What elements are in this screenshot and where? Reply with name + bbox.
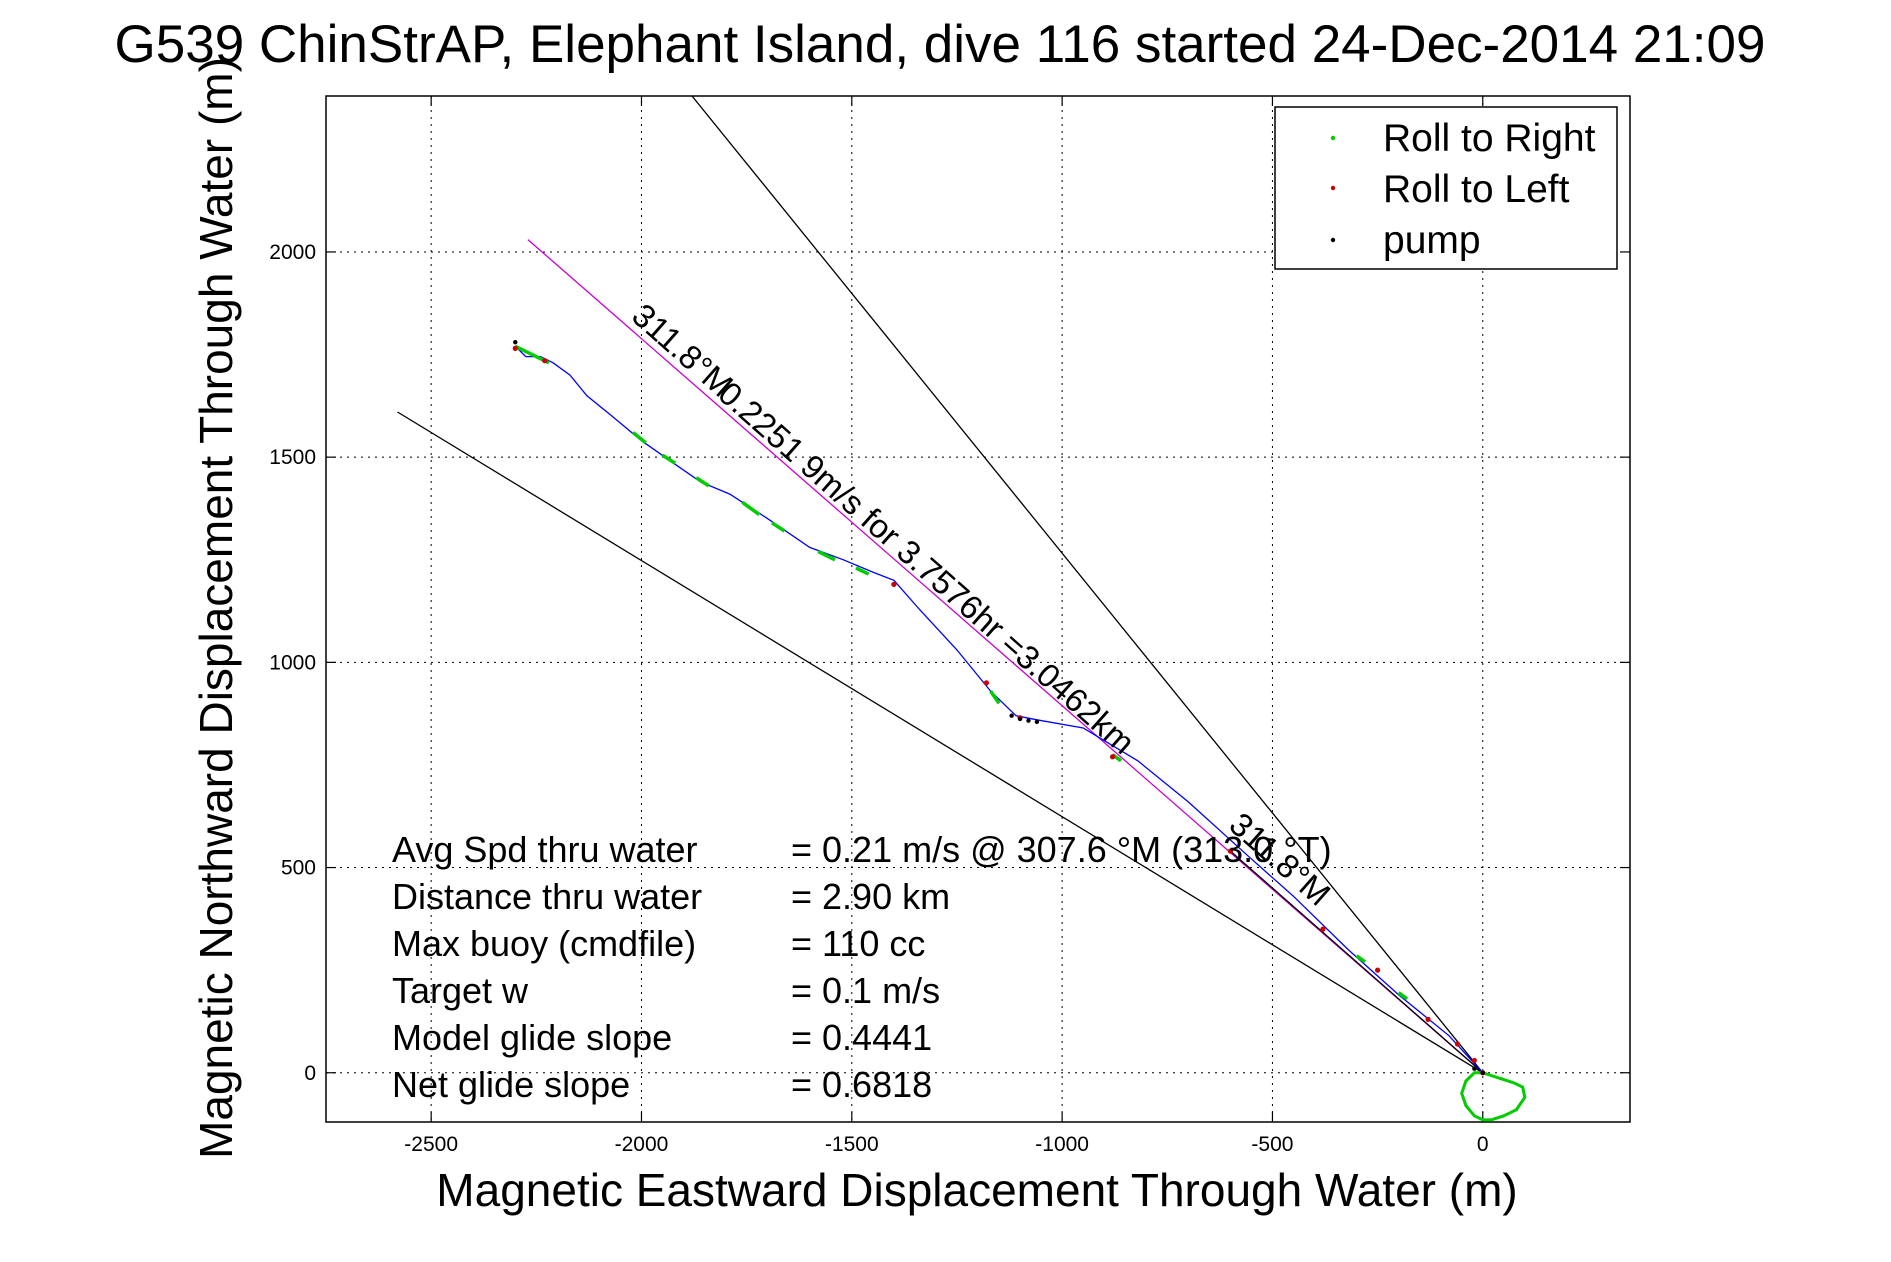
roll-left-point [542, 358, 548, 364]
surface-drift-loop [1460, 1071, 1527, 1122]
pump-point [1034, 719, 1040, 725]
x-tick-label: -2500 [404, 1133, 458, 1156]
x-tick-label: -1000 [1035, 1133, 1089, 1156]
y-tick-label: 1500 [269, 446, 316, 469]
roll-left-point [1425, 1016, 1431, 1023]
roll-right-segment [855, 566, 870, 576]
stat-label: Target w [392, 970, 529, 1011]
grid [326, 96, 1630, 1122]
pump-point [1480, 1070, 1485, 1075]
dive-stats: Avg Spd thru water = 0.21 m/s @ 307.6 °M … [392, 829, 1332, 1105]
track-line [514, 345, 1484, 1074]
y-tick-label: 1000 [269, 651, 316, 674]
stat-label: Avg Spd thru water [392, 829, 698, 870]
stat-value: = 110 cc [791, 923, 925, 964]
line-current_heading [527, 239, 1484, 1074]
legend-label-pump: pump [1383, 219, 1481, 262]
axis-ticks: -2500 -2000 -1500 -1000 -500 0 0 500 1000 1500 200… [269, 96, 1630, 1156]
roll-right-segment [770, 521, 786, 533]
glider-track [512, 340, 1527, 1122]
legend-marker-pump [1330, 237, 1336, 243]
roll-right-segment [631, 431, 647, 445]
stat-value: = 0.4441 [791, 1017, 932, 1058]
pump-point [1017, 716, 1023, 722]
pump-point [1009, 713, 1014, 718]
legend-marker-roll-left [1330, 185, 1336, 191]
line-bound_upper [691, 96, 1484, 1074]
x-tick-label: -2000 [615, 1133, 669, 1156]
chart-title: G539 ChinStrAP, Elephant Island, dive 11… [115, 15, 1766, 74]
stat-value: = 0.21 m/s @ 307.6 °M (313.0 °T) [791, 829, 1332, 870]
stat-value: = 2.90 km [791, 876, 950, 917]
legend-marker-roll-right [1330, 135, 1336, 141]
roll-left-point [1110, 754, 1116, 760]
roll-left-point [1227, 848, 1233, 854]
legend-label-roll-left: Roll to Left [1383, 168, 1570, 211]
stat-label: Model glide slope [392, 1017, 672, 1058]
legend-label-roll-right: Roll to Right [1383, 117, 1596, 160]
roll-left-point [983, 680, 990, 686]
roll-right-segment [817, 549, 836, 562]
roll-left-point [891, 581, 897, 587]
line-heading_to_target [1229, 850, 1484, 1074]
x-axis-label: Magnetic Eastward Displacement Through W… [436, 1164, 1517, 1216]
reference-lines [397, 96, 1484, 1074]
roll-right-segment [695, 476, 710, 488]
pump-point [513, 340, 518, 345]
x-tick-label: -1500 [825, 1133, 879, 1156]
roll-left-point [512, 345, 518, 351]
y-tick-label: 500 [281, 857, 316, 880]
x-tick-label: -500 [1251, 1133, 1293, 1156]
x-tick-label: 0 [1477, 1133, 1489, 1156]
roll-left-point [1375, 967, 1381, 973]
pump-point [1472, 1066, 1477, 1071]
roll-right-segment [1355, 954, 1367, 964]
roll-right-segment [1397, 991, 1409, 1001]
roll-left-point [1320, 926, 1326, 932]
stat-label: Distance thru water [392, 876, 702, 917]
stat-label: Max buoy (cmdfile) [392, 923, 696, 964]
roll-right-segment [741, 500, 761, 517]
y-tick-label: 2000 [269, 241, 316, 264]
roll-right-segment [661, 453, 677, 465]
roll-left-point [1454, 1041, 1461, 1047]
stat-label: Net glide slope [392, 1064, 630, 1105]
y-tick-label: 0 [304, 1062, 316, 1085]
roll-left-point [1471, 1057, 1477, 1064]
stat-value: = 0.1 m/s [791, 970, 940, 1011]
legend: Roll to Right Roll to Left pump [1274, 106, 1618, 270]
stat-value: = 0.6818 [791, 1064, 932, 1105]
y-axis-label: Magnetic Northward Displacement Through … [190, 57, 242, 1159]
pump-point [1026, 718, 1031, 723]
roll-right-segment [989, 690, 1001, 705]
line-bound_lower [397, 411, 1484, 1074]
